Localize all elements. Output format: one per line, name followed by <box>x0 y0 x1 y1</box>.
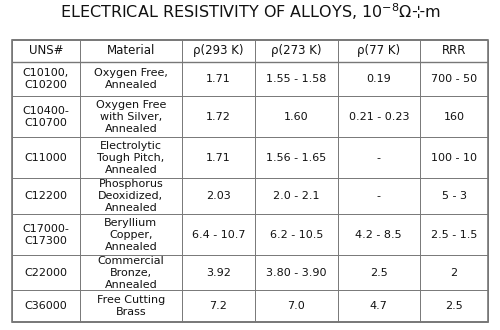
Text: C12200: C12200 <box>24 191 68 201</box>
Text: -: - <box>377 191 381 201</box>
Text: 7.2: 7.2 <box>210 301 228 311</box>
Text: ELECTRICAL RESISTIVITY OF ALLOYS, 10$^{-8}$Ω⊹m: ELECTRICAL RESISTIVITY OF ALLOYS, 10$^{-… <box>60 2 440 22</box>
Text: -: - <box>377 153 381 163</box>
Text: 3.92: 3.92 <box>206 268 231 278</box>
Text: C36000: C36000 <box>24 301 68 311</box>
Text: 1.60: 1.60 <box>284 112 308 122</box>
Text: Phosphorus
Deoxidized,
Annealed: Phosphorus Deoxidized, Annealed <box>98 180 164 214</box>
Text: 1.55 - 1.58: 1.55 - 1.58 <box>266 74 326 84</box>
Text: 2: 2 <box>450 268 458 278</box>
Text: Beryllium
Copper,
Annealed: Beryllium Copper, Annealed <box>104 218 158 252</box>
Text: 4.2 - 8.5: 4.2 - 8.5 <box>356 230 402 240</box>
Text: RRR: RRR <box>442 45 466 57</box>
Text: 1.71: 1.71 <box>206 74 231 84</box>
Text: 3.80 - 3.90: 3.80 - 3.90 <box>266 268 326 278</box>
Text: 100 - 10: 100 - 10 <box>431 153 477 163</box>
Text: ρ(273 K): ρ(273 K) <box>271 45 322 57</box>
Text: ρ(77 K): ρ(77 K) <box>357 45 401 57</box>
Text: UNS#: UNS# <box>28 45 63 57</box>
Text: 2.5: 2.5 <box>445 301 463 311</box>
Text: 6.4 - 10.7: 6.4 - 10.7 <box>192 230 245 240</box>
Text: 4.7: 4.7 <box>370 301 388 311</box>
Text: C22000: C22000 <box>24 268 68 278</box>
Bar <box>12 40 488 322</box>
Text: Commercial
Bronze,
Annealed: Commercial Bronze, Annealed <box>98 256 164 290</box>
Text: ρ(293 K): ρ(293 K) <box>193 45 244 57</box>
Text: 1.71: 1.71 <box>206 153 231 163</box>
Text: C17000-
C17300: C17000- C17300 <box>22 224 70 246</box>
Text: C10100,
C10200: C10100, C10200 <box>23 68 69 90</box>
Text: Oxygen Free,
Annealed: Oxygen Free, Annealed <box>94 68 168 90</box>
Text: Free Cutting
Brass: Free Cutting Brass <box>96 295 165 317</box>
Text: 2.03: 2.03 <box>206 191 231 201</box>
Text: Oxygen Free
with Silver,
Annealed: Oxygen Free with Silver, Annealed <box>96 100 166 134</box>
Text: 160: 160 <box>444 112 464 122</box>
Text: Material: Material <box>106 45 155 57</box>
Text: 0.19: 0.19 <box>366 74 391 84</box>
Text: 2.5: 2.5 <box>370 268 388 278</box>
Text: 6.2 - 10.5: 6.2 - 10.5 <box>270 230 323 240</box>
Text: 1.56 - 1.65: 1.56 - 1.65 <box>266 153 326 163</box>
Text: 2.5 - 1.5: 2.5 - 1.5 <box>431 230 477 240</box>
Text: 1.72: 1.72 <box>206 112 231 122</box>
Text: C10400-
C10700: C10400- C10700 <box>22 106 70 128</box>
Text: 2.0 - 2.1: 2.0 - 2.1 <box>273 191 320 201</box>
Text: 7.0: 7.0 <box>288 301 305 311</box>
Text: 0.21 - 0.23: 0.21 - 0.23 <box>348 112 409 122</box>
Text: Electrolytic
Tough Pitch,
Annealed: Electrolytic Tough Pitch, Annealed <box>97 141 164 175</box>
Text: C11000: C11000 <box>24 153 68 163</box>
Text: 700 - 50: 700 - 50 <box>431 74 477 84</box>
Text: 5 - 3: 5 - 3 <box>442 191 466 201</box>
